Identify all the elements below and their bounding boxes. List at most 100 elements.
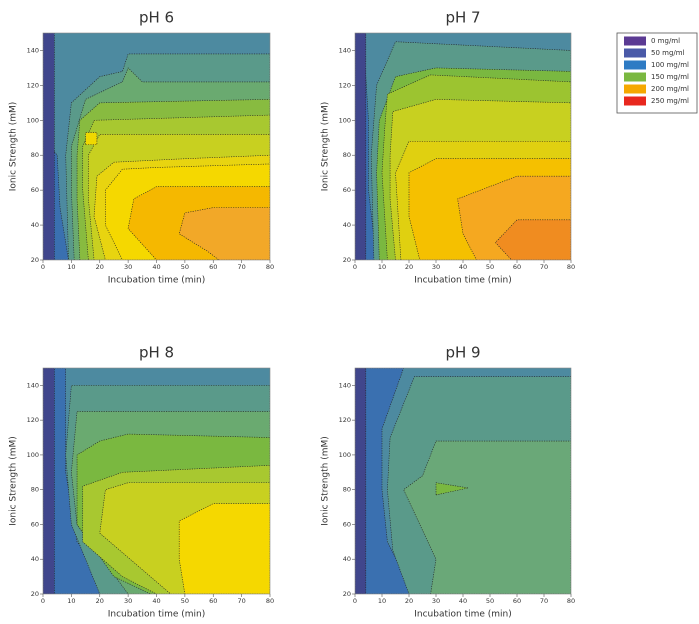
y-tick-label: 120 [27, 81, 39, 89]
plot-area [355, 368, 571, 594]
y-tick-label: 20 [31, 256, 39, 264]
y-tick-label: 120 [339, 416, 351, 424]
y-axis-label: Ionic Strength (mM) [9, 436, 19, 526]
y-tick-label: 140 [27, 46, 39, 54]
x-tick-label: 50 [486, 263, 494, 271]
x-tick-label: 10 [67, 263, 75, 271]
panel: 0 10 20 30 40 50 60 70 80 20 40 60 80 100 120 140 pH 6 In… [9, 9, 275, 286]
x-tick-label: 40 [152, 597, 160, 605]
x-tick-label: 50 [181, 263, 189, 271]
y-axis-label: Ionic Strength (mM) [321, 102, 331, 192]
contour-region [494, 219, 571, 260]
x-axis-label: Incubation time (min) [414, 610, 512, 620]
legend-swatch [624, 60, 646, 70]
contour-region [43, 368, 55, 594]
chart-title: pH 7 [445, 9, 480, 27]
legend-label: 150 mg/ml [651, 73, 689, 81]
legend-label: 0 mg/ml [651, 37, 680, 45]
contour-region [403, 440, 571, 594]
y-tick-label: 40 [343, 555, 351, 563]
x-tick-label: 10 [67, 597, 75, 605]
y-tick-label: 60 [343, 520, 351, 528]
panel: 0 10 20 30 40 50 60 70 80 20 40 60 80 100 120 140 pH 7 In… [321, 9, 576, 286]
y-tick-label: 140 [27, 381, 39, 389]
contour-region [435, 482, 469, 496]
y-tick-label: 20 [343, 590, 351, 598]
y-tick-label: 100 [339, 116, 351, 124]
legend: 0 mg/ml 50 mg/ml 100 mg/ml 150 mg/ml 200 mg/… [616, 32, 698, 114]
panel: 0 10 20 30 40 50 60 70 80 20 40 60 80 100 120 140 pH 9 In… [321, 344, 576, 620]
contour-region [355, 368, 367, 594]
x-tick-label: 30 [124, 597, 132, 605]
x-tick-label: 0 [41, 597, 45, 605]
legend-swatch [624, 48, 646, 58]
legend-swatch [624, 84, 646, 94]
y-tick-label: 100 [27, 451, 39, 459]
y-tick-label: 100 [339, 451, 351, 459]
x-tick-label: 60 [209, 263, 217, 271]
x-tick-label: 20 [405, 263, 413, 271]
contour-region [178, 207, 270, 260]
x-tick-label: 70 [540, 263, 548, 271]
legend-swatch [624, 72, 646, 82]
x-tick-label: 40 [459, 263, 467, 271]
plot-area [355, 33, 571, 260]
panel: 0 10 20 30 40 50 60 70 80 20 40 60 80 100 120 140 pH 8 In… [9, 344, 275, 620]
y-tick-label: 120 [339, 81, 351, 89]
x-tick-label: 70 [237, 263, 245, 271]
plot-area [43, 33, 270, 260]
chart-title: pH 8 [139, 344, 174, 362]
legend-label: 250 mg/ml [651, 97, 689, 105]
x-tick-label: 30 [124, 263, 132, 271]
x-tick-label: 30 [432, 263, 440, 271]
x-tick-label: 0 [353, 263, 357, 271]
x-tick-label: 50 [181, 597, 189, 605]
contour-region [355, 33, 367, 260]
x-axis-label: Incubation time (min) [108, 610, 206, 620]
x-tick-label: 60 [513, 263, 521, 271]
contour-region [85, 132, 98, 146]
y-axis-label: Ionic Strength (mM) [321, 436, 331, 526]
y-tick-label: 80 [343, 151, 351, 159]
x-tick-label: 0 [41, 263, 45, 271]
x-tick-label: 80 [567, 263, 575, 271]
contour-region [178, 503, 270, 594]
x-tick-label: 10 [378, 597, 386, 605]
x-tick-label: 0 [353, 597, 357, 605]
x-tick-label: 20 [96, 263, 104, 271]
x-tick-label: 20 [96, 597, 104, 605]
chart-title: pH 6 [139, 9, 174, 27]
y-axis-label: Ionic Strength (mM) [9, 102, 19, 192]
x-axis-label: Incubation time (min) [108, 276, 206, 286]
legend-swatch [624, 36, 646, 46]
y-tick-label: 100 [27, 116, 39, 124]
legend-label: 100 mg/ml [651, 61, 689, 69]
x-tick-label: 80 [266, 597, 274, 605]
contour-region [43, 33, 55, 260]
legend-label: 50 mg/ml [651, 49, 685, 57]
x-tick-label: 70 [237, 597, 245, 605]
x-tick-label: 50 [486, 597, 494, 605]
legend-swatch [624, 96, 646, 106]
y-tick-label: 120 [27, 416, 39, 424]
x-tick-label: 80 [567, 597, 575, 605]
y-tick-label: 40 [31, 221, 39, 229]
y-tick-label: 60 [31, 186, 39, 194]
x-tick-label: 70 [540, 597, 548, 605]
y-tick-label: 80 [31, 151, 39, 159]
y-tick-label: 140 [339, 46, 351, 54]
y-tick-label: 80 [343, 486, 351, 494]
x-tick-label: 40 [152, 263, 160, 271]
x-axis-label: Incubation time (min) [414, 276, 512, 286]
y-tick-label: 80 [31, 486, 39, 494]
x-tick-label: 30 [432, 597, 440, 605]
x-tick-label: 60 [513, 597, 521, 605]
y-tick-label: 20 [343, 256, 351, 264]
x-tick-label: 60 [209, 597, 217, 605]
y-tick-label: 140 [339, 381, 351, 389]
y-tick-label: 60 [31, 520, 39, 528]
y-tick-label: 20 [31, 590, 39, 598]
x-tick-label: 10 [378, 263, 386, 271]
x-tick-label: 20 [405, 597, 413, 605]
